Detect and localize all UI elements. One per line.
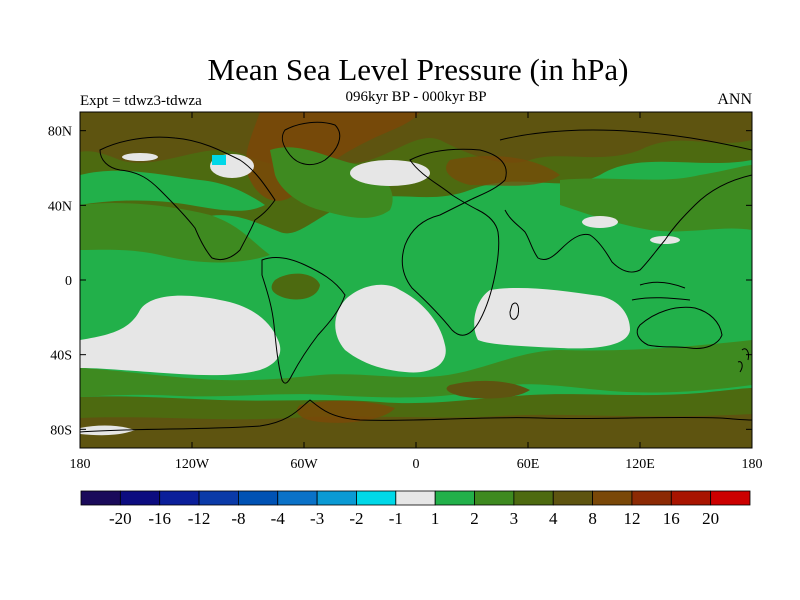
x-tick-label: 60W [290, 457, 318, 472]
experiment-label: Expt = tdwz3-tdwza [80, 93, 202, 109]
colorbar-swatch [159, 490, 200, 506]
colorbar-label: 8 [588, 509, 597, 528]
x-tick-label: 120W [175, 457, 210, 472]
colorbar-label: 12 [623, 509, 640, 528]
colorbar-swatch [631, 490, 672, 506]
season-label: ANN [717, 91, 752, 108]
colorbar-label: -1 [389, 509, 403, 528]
chart-title: Mean Sea Level Pressure (in hPa) [207, 52, 629, 87]
colorbar-swatch [513, 490, 554, 506]
field-antarctic-brown [80, 414, 752, 448]
coast-asia [499, 129, 752, 273]
colorbar-label: 1 [431, 509, 440, 528]
field-tibet-high [582, 216, 618, 228]
colorbar: -20 -16 -12 -8 -4 -3 -2 -1 1 2 3 4 8 12 16 20 [80, 490, 751, 528]
y-tick-label: 40S [50, 349, 72, 364]
coast-new-zealand [737, 348, 749, 373]
pressure-field [80, 112, 752, 448]
field-sind-high [474, 287, 630, 349]
colorbar-label: 16 [663, 509, 680, 528]
colorbar-label: -20 [109, 509, 132, 528]
colorbar-swatch [710, 490, 751, 506]
coast-north-america [99, 136, 276, 261]
colorbar-swatch [670, 490, 712, 506]
colorbar-swatch [474, 490, 515, 506]
y-axis: 80N 40N 0 40S 80S [48, 125, 752, 438]
colorbar-swatch [356, 490, 397, 506]
chart-subtitle: 096kyr BP - 000kyr BP [345, 89, 487, 105]
field-npac-midgreen [80, 203, 270, 263]
coast-indonesia [631, 281, 691, 301]
colorbar-swatch [434, 490, 475, 506]
coast-europe-africa [401, 148, 507, 336]
field-satl-high [335, 284, 446, 373]
colorbar-swatch [316, 490, 357, 506]
field-natl-high [350, 160, 430, 186]
colorbar-swatch [198, 490, 239, 506]
y-tick-label: 40N [48, 199, 72, 214]
field-cyan-spot [212, 155, 226, 165]
field-asia-midgreen [560, 165, 752, 232]
x-tick-label: 120E [625, 457, 655, 472]
field-spac-high [80, 295, 281, 376]
field-weddell-brown [296, 400, 395, 423]
y-tick-label: 0 [65, 274, 72, 289]
coast-australia [636, 306, 723, 349]
field-npac-green [80, 170, 265, 211]
y-tick-label: 80N [48, 125, 72, 140]
field-amazon-olive [271, 273, 320, 300]
field-alaska-high [122, 153, 158, 161]
coast-south-america [261, 257, 346, 384]
field-southern-brown-patch [446, 380, 530, 399]
field-southern-midgreen [80, 340, 752, 398]
colorbar-label: 20 [702, 509, 719, 528]
coast-madagascar [509, 302, 519, 320]
x-tick-label: 0 [413, 457, 420, 472]
colorbar-label: -12 [188, 509, 211, 528]
x-tick-label: 180 [742, 457, 763, 472]
colorbar-label: -16 [148, 509, 171, 528]
x-tick-label: 180 [70, 457, 91, 472]
colorbar-label: -3 [310, 509, 324, 528]
x-axis: 180 120W 60W 0 60E 120E 180 [70, 112, 763, 472]
colorbar-label: 4 [549, 509, 558, 528]
x-tick-label: 60E [517, 457, 540, 472]
colorbar-swatch [395, 490, 436, 506]
colorbar-swatch [238, 490, 279, 506]
field-eurasia-brown [446, 155, 560, 186]
colorbar-label: -4 [271, 509, 286, 528]
coastlines [80, 121, 752, 433]
colorbar-swatch [277, 490, 318, 506]
colorbar-label: -8 [231, 509, 245, 528]
coast-greenland [281, 121, 341, 166]
colorbar-swatch [80, 490, 121, 506]
field-natl-midgreen [270, 147, 393, 218]
colorbar-swatch [119, 490, 161, 506]
colorbar-swatch [592, 490, 633, 506]
coast-antarctica [80, 399, 752, 433]
colorbar-label: 3 [510, 509, 519, 528]
colorbar-label: 2 [470, 509, 479, 528]
colorbar-label: -2 [349, 509, 363, 528]
colorbar-swatch [552, 490, 593, 506]
y-tick-label: 80S [50, 423, 72, 438]
